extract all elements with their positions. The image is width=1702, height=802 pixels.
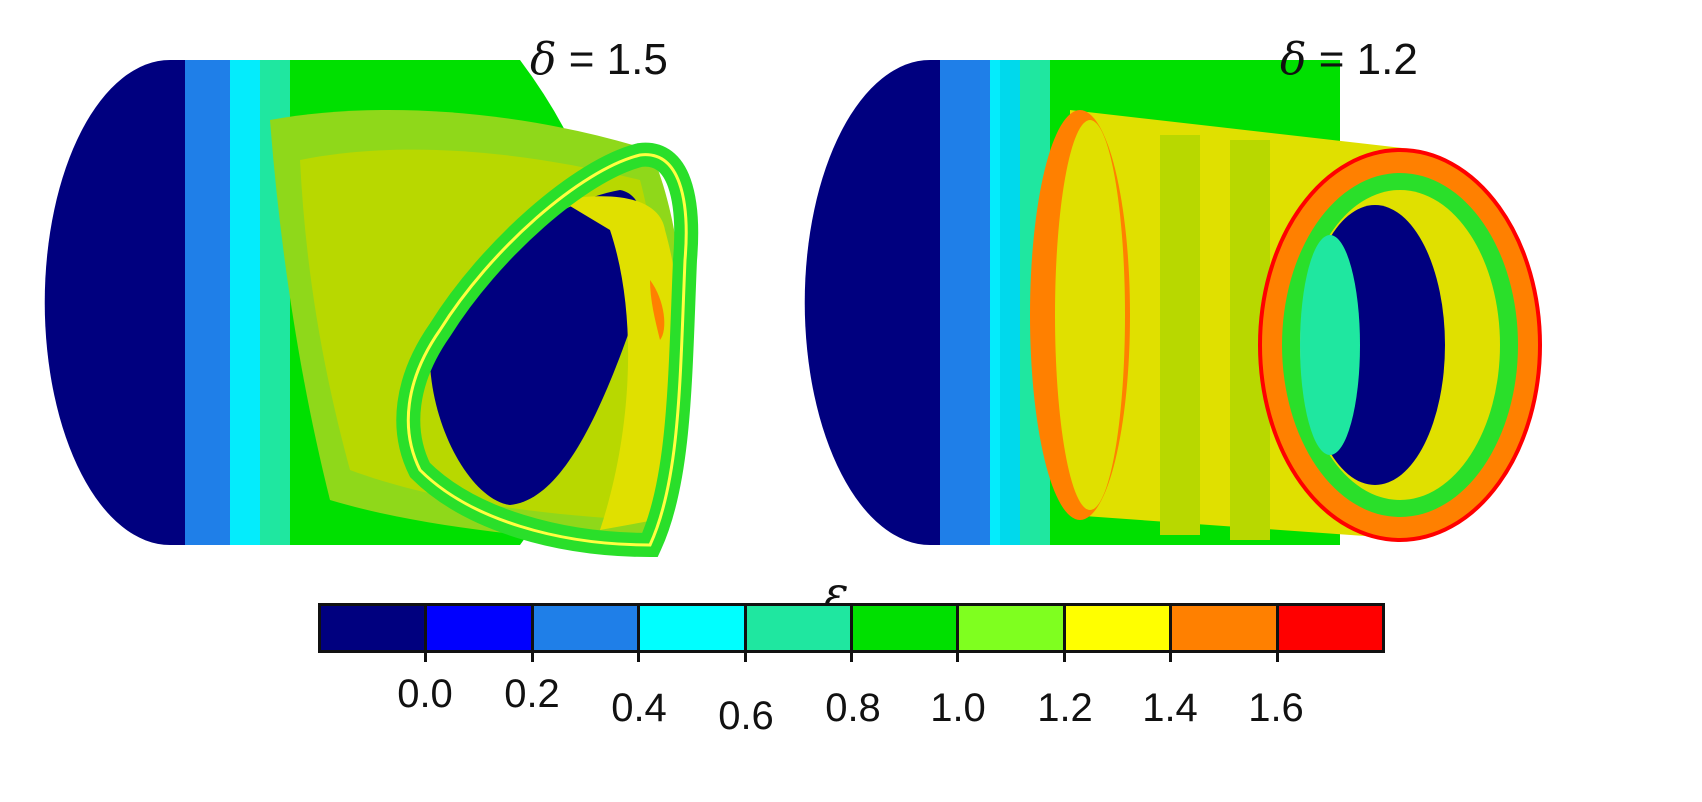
colorbar-swatch-5 (853, 606, 960, 662)
delta-label-left: δ = 1.5 (530, 34, 668, 85)
colorbar-tick-label: 1.6 (1248, 686, 1304, 730)
tube-delta-1.2 (804, 60, 1542, 545)
delta-value: = 1.5 (568, 35, 668, 84)
delta-label-right: δ = 1.2 (1280, 34, 1418, 85)
colorbar-tick-label: 0.6 (718, 694, 774, 738)
tube-delta-1.5 (44, 60, 699, 558)
colorbar-tick (1062, 650, 1066, 662)
colorbar-tick (1275, 650, 1279, 662)
colorbar-swatch-1 (427, 606, 534, 662)
colorbar-swatch-2 (533, 606, 641, 662)
colorbar (318, 603, 1385, 662)
colorbar-tick (956, 650, 960, 662)
colorbar-swatch-4 (746, 606, 854, 662)
delta-value: = 1.2 (1318, 35, 1418, 84)
colorbar-tick (424, 650, 428, 662)
colorbar-tick (637, 650, 641, 662)
colorbar-swatch-8 (1172, 606, 1279, 662)
colorbar-swatch-0 (321, 606, 428, 662)
delta-symbol: δ (530, 34, 557, 85)
colorbar-tick-label: 0.8 (825, 686, 881, 730)
colorbar-tick-label: 0.2 (504, 672, 560, 716)
colorbar-tick-label: 0.0 (397, 672, 453, 716)
colorbar-tick (530, 650, 534, 662)
colorbar-tick-label: 1.2 (1037, 686, 1093, 730)
colorbar-tick (743, 650, 747, 662)
colorbar-tick-label: 1.4 (1142, 686, 1198, 730)
colorbar-tick-label: 1.0 (930, 686, 986, 730)
colorbar-tick (850, 650, 854, 662)
colorbar-swatch-7 (1065, 606, 1173, 662)
colorbar-swatch-3 (640, 606, 747, 662)
colorbar-tick-label: 0.4 (611, 686, 667, 730)
colorbar-tick (1169, 650, 1173, 662)
colorbar-swatch-6 (959, 606, 1066, 662)
delta-symbol: δ (1280, 34, 1307, 85)
colorbar-swatch-9 (1278, 606, 1383, 650)
